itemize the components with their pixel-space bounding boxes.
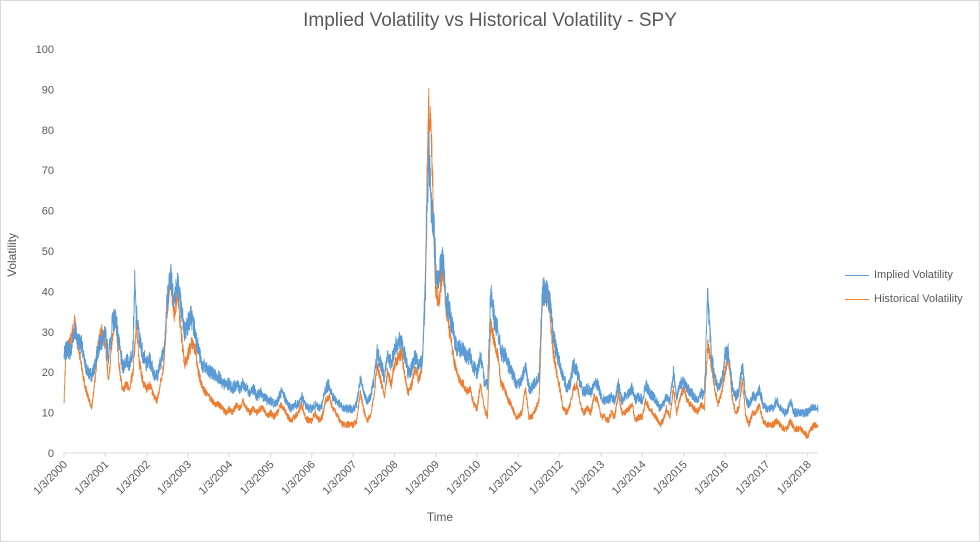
y-tick-label: 50 (42, 246, 54, 258)
x-tick-label: 1/3/2014 (610, 459, 649, 498)
y-tick-label: 80 (42, 125, 54, 137)
y-tick-label: 20 (42, 367, 54, 379)
legend: Implied Volatility Historical Volatility (845, 268, 963, 316)
legend-swatch-implied (845, 274, 869, 276)
y-tick-label: 10 (42, 408, 54, 420)
x-tick-label: 1/3/2011 (486, 459, 524, 497)
x-tick-label: 1/3/2015 (651, 459, 690, 498)
x-tick-label: 1/3/2001 (73, 459, 112, 498)
legend-item-implied: Implied Volatility (845, 268, 963, 282)
legend-label-historical: Historical Volatility (874, 293, 963, 305)
x-tick-label: 1/3/2000 (31, 459, 70, 498)
x-tick-label: 1/3/2006 (279, 459, 318, 498)
x-tick-label: 1/3/2018 (775, 459, 814, 498)
y-tick-label: 90 (42, 84, 54, 96)
x-tick-label: 1/3/2012 (527, 459, 566, 498)
x-tick-label: 1/3/2005 (238, 459, 277, 498)
chart-title: Implied Volatility vs Historical Volatil… (303, 10, 677, 31)
x-tick-label: 1/3/2004 (197, 459, 236, 498)
x-tick-label: 1/3/2003 (155, 459, 194, 498)
y-tick-label: 70 (42, 165, 54, 177)
y-tick-label: 60 (42, 206, 54, 218)
x-tick-label: 1/3/2016 (692, 459, 731, 498)
x-tick-label: 1/3/2007 (321, 459, 360, 498)
x-tick-label: 1/3/2017 (734, 459, 773, 498)
series-line-implied-volatility (63, 131, 819, 418)
y-tick-label: 100 (36, 44, 54, 56)
x-tick-label: 1/3/2013 (568, 459, 607, 498)
y-tick-label: 0 (48, 448, 54, 460)
legend-item-historical: Historical Volatility (845, 292, 963, 306)
x-tick-label: 1/3/2008 (362, 459, 401, 498)
x-tick-label: 1/3/2002 (114, 459, 153, 498)
legend-label-implied: Implied Volatility (874, 269, 953, 281)
y-tick-label: 30 (42, 327, 54, 339)
y-tick-label: 40 (42, 286, 54, 298)
series-line-historical-volatility (63, 88, 819, 439)
x-tick-label: 1/3/2009 (403, 459, 442, 498)
legend-swatch-historical (845, 298, 869, 300)
x-tick-label: 1/3/2010 (445, 459, 484, 498)
